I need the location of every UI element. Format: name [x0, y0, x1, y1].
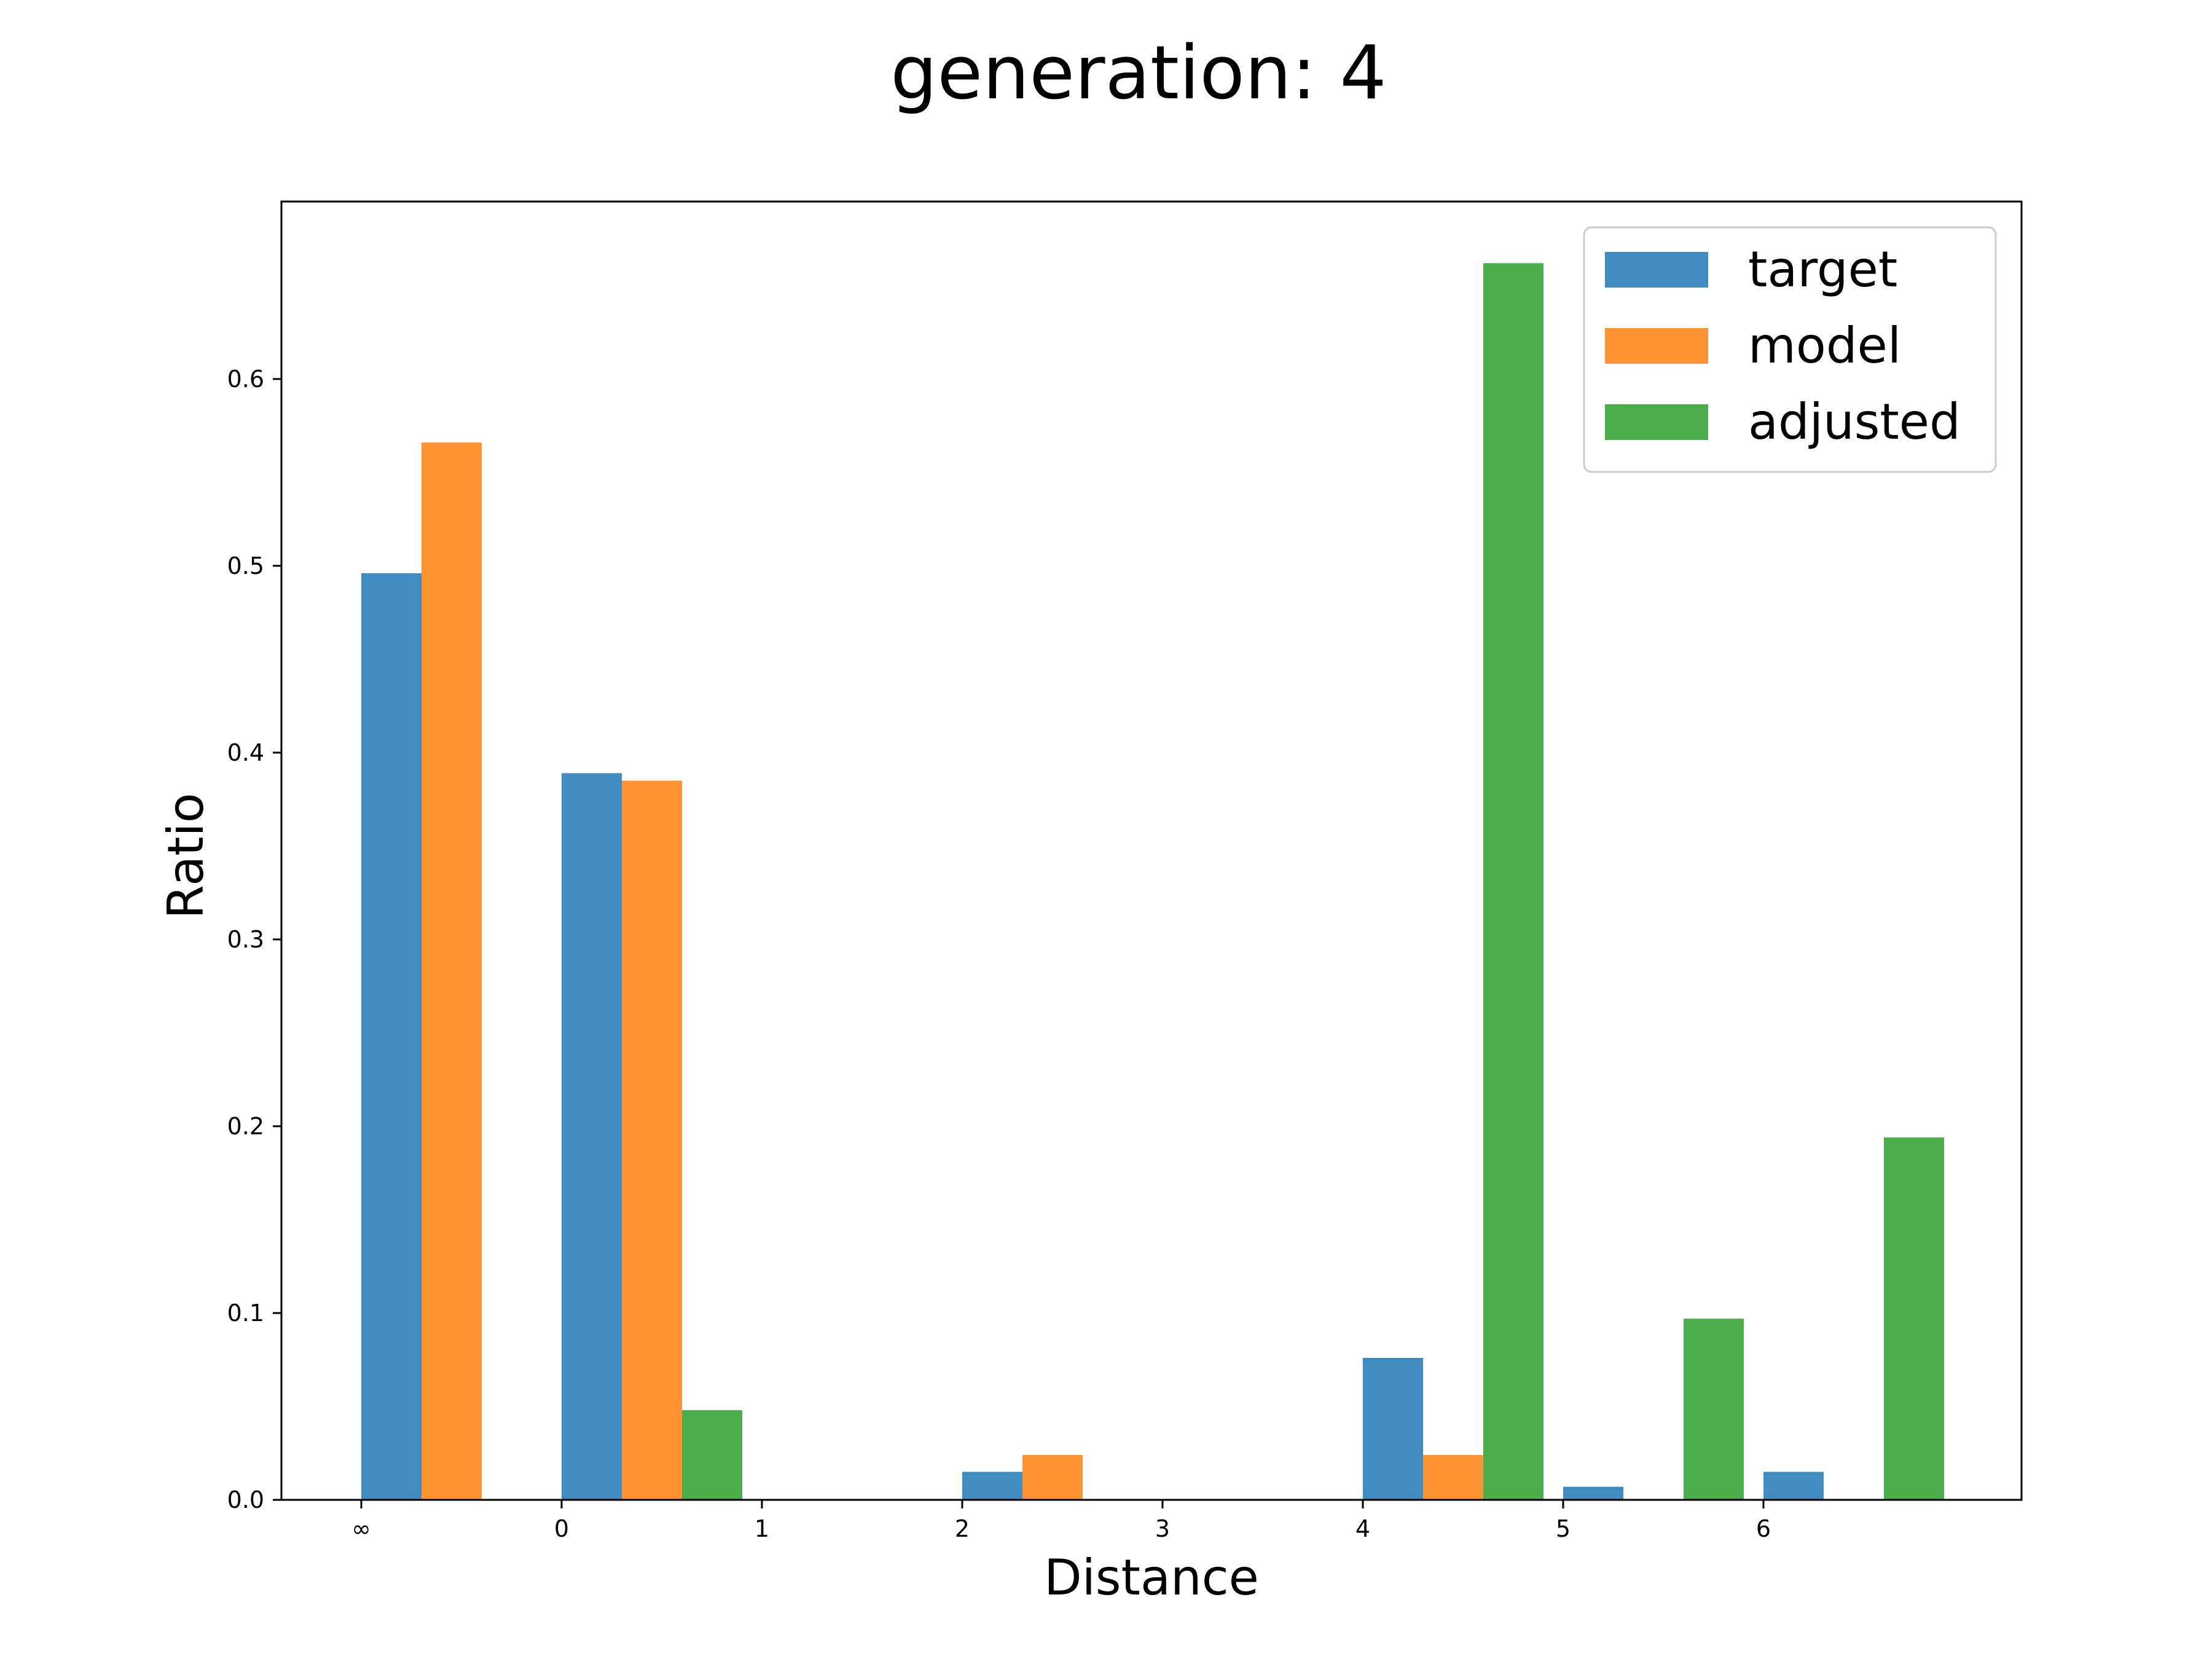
plot-frame: [280, 200, 2023, 1501]
bar-target-4: [1363, 1357, 1423, 1500]
x-axis: ∞ 0 1 2 3 4 5 6: [351, 1500, 1771, 1542]
y-tick-label: 0.5: [227, 552, 264, 579]
bar-target-0: [562, 773, 622, 1500]
legend-label-adjusted: adjusted: [1748, 393, 1961, 450]
bar-target-2: [962, 1472, 1022, 1500]
bars-group: [361, 263, 1944, 1500]
x-tick-label: 5: [1556, 1515, 1571, 1542]
x-tick-label: 6: [1756, 1515, 1771, 1542]
y-axis: 0.0 0.1 0.2 0.3 0.4 0.5 0.6: [227, 366, 281, 1513]
legend-swatch-model: [1605, 328, 1708, 364]
bar-model-4: [1423, 1455, 1483, 1500]
bar-adjusted-0: [682, 1410, 742, 1500]
legend-swatch-adjusted: [1605, 404, 1708, 440]
y-tick-label: 0.6: [227, 366, 264, 393]
x-tick-label: 2: [955, 1515, 970, 1542]
y-tick-label: 0.1: [227, 1300, 264, 1327]
y-tick-label: 0.2: [227, 1113, 264, 1140]
bar-adjusted-5: [1684, 1319, 1744, 1500]
bar-target-inf: [361, 573, 422, 1500]
y-axis-label: Ratio: [157, 793, 214, 919]
bar-target-6: [1763, 1472, 1824, 1500]
y-tick-label: 0.3: [227, 926, 264, 953]
y-tick-label: 0.4: [227, 739, 264, 766]
legend: target model adjusted: [1583, 226, 1997, 473]
x-tick-label: ∞: [351, 1515, 371, 1542]
x-tick-label: 3: [1155, 1515, 1170, 1542]
x-tick-label: 4: [1355, 1515, 1370, 1542]
y-tick-label: 0.0: [227, 1486, 264, 1513]
x-axis-label: Distance: [1044, 1549, 1259, 1606]
legend-label-target: target: [1748, 241, 1897, 298]
legend-label-model: model: [1748, 317, 1901, 374]
bar-model-0: [622, 780, 682, 1500]
bar-adjusted-6: [1884, 1137, 1944, 1500]
bar-adjusted-4: [1483, 263, 1543, 1500]
x-tick-label: 1: [755, 1515, 769, 1542]
bar-model-inf: [422, 442, 482, 1500]
chart-title: generation: 4: [890, 31, 1387, 116]
legend-swatch-target: [1605, 252, 1708, 288]
bar-model-2: [1022, 1455, 1083, 1500]
x-tick-label: 0: [554, 1515, 569, 1542]
bar-target-5: [1563, 1486, 1623, 1500]
